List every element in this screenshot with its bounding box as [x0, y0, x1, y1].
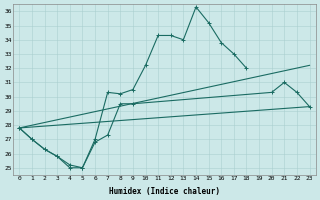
X-axis label: Humidex (Indice chaleur): Humidex (Indice chaleur)	[109, 187, 220, 196]
